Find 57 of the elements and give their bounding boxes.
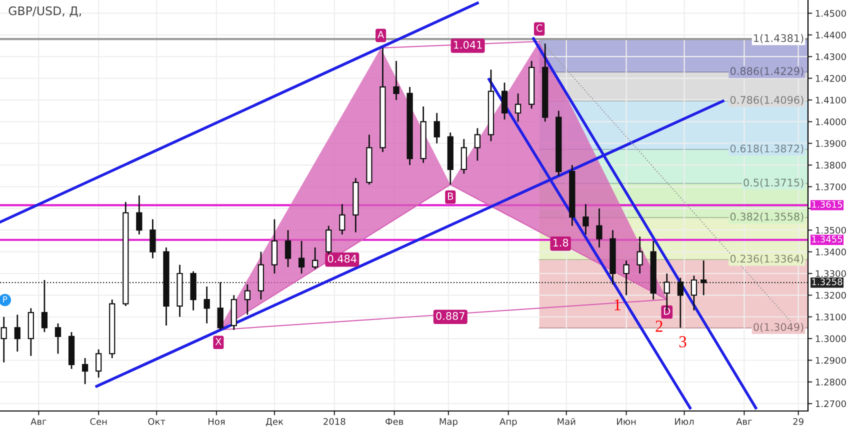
y-tick-label: 1.2700: [816, 400, 846, 408]
annotation: B: [448, 192, 454, 200]
x-tick-label: 2018: [324, 418, 346, 425]
y-tick-label: 1.3100: [816, 314, 846, 320]
y-tick-label: 1.4200: [816, 75, 846, 82]
y-tick-label: 1.3700: [816, 183, 846, 190]
y-tick-label: 1.2900: [816, 356, 846, 364]
band-label: 0.236(1.3364): [730, 254, 804, 264]
band-label: 0.786(1.4096): [730, 96, 804, 106]
y-tick-label: 1.4300: [816, 53, 846, 60]
x-tick-label: Ноя: [208, 418, 225, 425]
y-tick-label: 1.3000: [816, 335, 846, 342]
x-tick-label: Авг: [736, 418, 752, 425]
x-tick-label: Сен: [90, 418, 107, 425]
y-tick-label: 1.3500: [816, 226, 846, 234]
y-tick-label: 1.3900: [816, 140, 846, 147]
x-tick-label: Мар: [440, 418, 458, 427]
ref-line-label: 1.3258: [812, 278, 842, 286]
y-tick-label: 1.3300: [816, 270, 846, 278]
y-tick-label: 1.4000: [816, 118, 846, 126]
band-label: 0.382(1.3558): [730, 212, 804, 222]
annotation: 1: [614, 299, 620, 310]
band-label: 0(1.3049): [754, 322, 804, 332]
x-tick-label: Фев: [386, 418, 404, 425]
x-tick-label: Апр: [500, 418, 517, 427]
y-tick-label: 1.3800: [816, 162, 846, 169]
x-tick-label: Авг: [30, 418, 46, 425]
ref-line-label: 1(1.4381): [754, 34, 804, 44]
ref-line-label: 1.3615: [812, 200, 842, 208]
y-tick-label: 1.4500: [816, 10, 846, 17]
ref-line-label: 1.3455: [812, 236, 842, 242]
x-tick-label: Окт: [148, 418, 166, 425]
annotation: A: [378, 31, 384, 38]
chart-title: GBP/USD, Д,: [8, 6, 81, 17]
band-label: 0.886(1.4229): [730, 66, 804, 76]
annotation: P: [3, 296, 8, 302]
x-tick-label: 29: [793, 418, 804, 425]
annotation: 0.484: [328, 254, 356, 263]
y-tick-label: 1.2800: [816, 378, 846, 386]
annotation: D: [664, 308, 670, 315]
y-tick-label: 1.3200: [816, 292, 846, 299]
y-tick-label: 1.4400: [816, 32, 846, 38]
annotation: 2: [656, 320, 662, 332]
annotation: X: [215, 338, 222, 346]
band-label: 0.618(1.3872): [730, 144, 804, 154]
annotation: C: [536, 24, 542, 32]
annotation: 3: [679, 336, 686, 348]
band-label: 0.5(1.3715): [744, 178, 804, 188]
x-tick-label: Июл: [675, 418, 694, 425]
annotation: 0.887: [436, 312, 464, 320]
x-tick-label: Дек: [266, 418, 284, 426]
y-tick-label: 1.3400: [816, 248, 846, 256]
annotation: 1.8: [553, 238, 568, 247]
x-tick-label: Май: [558, 418, 576, 425]
x-tick-label: Июн: [617, 418, 636, 425]
annotation: 1.041: [454, 40, 482, 49]
y-tick-label: 1.4100: [816, 96, 846, 104]
